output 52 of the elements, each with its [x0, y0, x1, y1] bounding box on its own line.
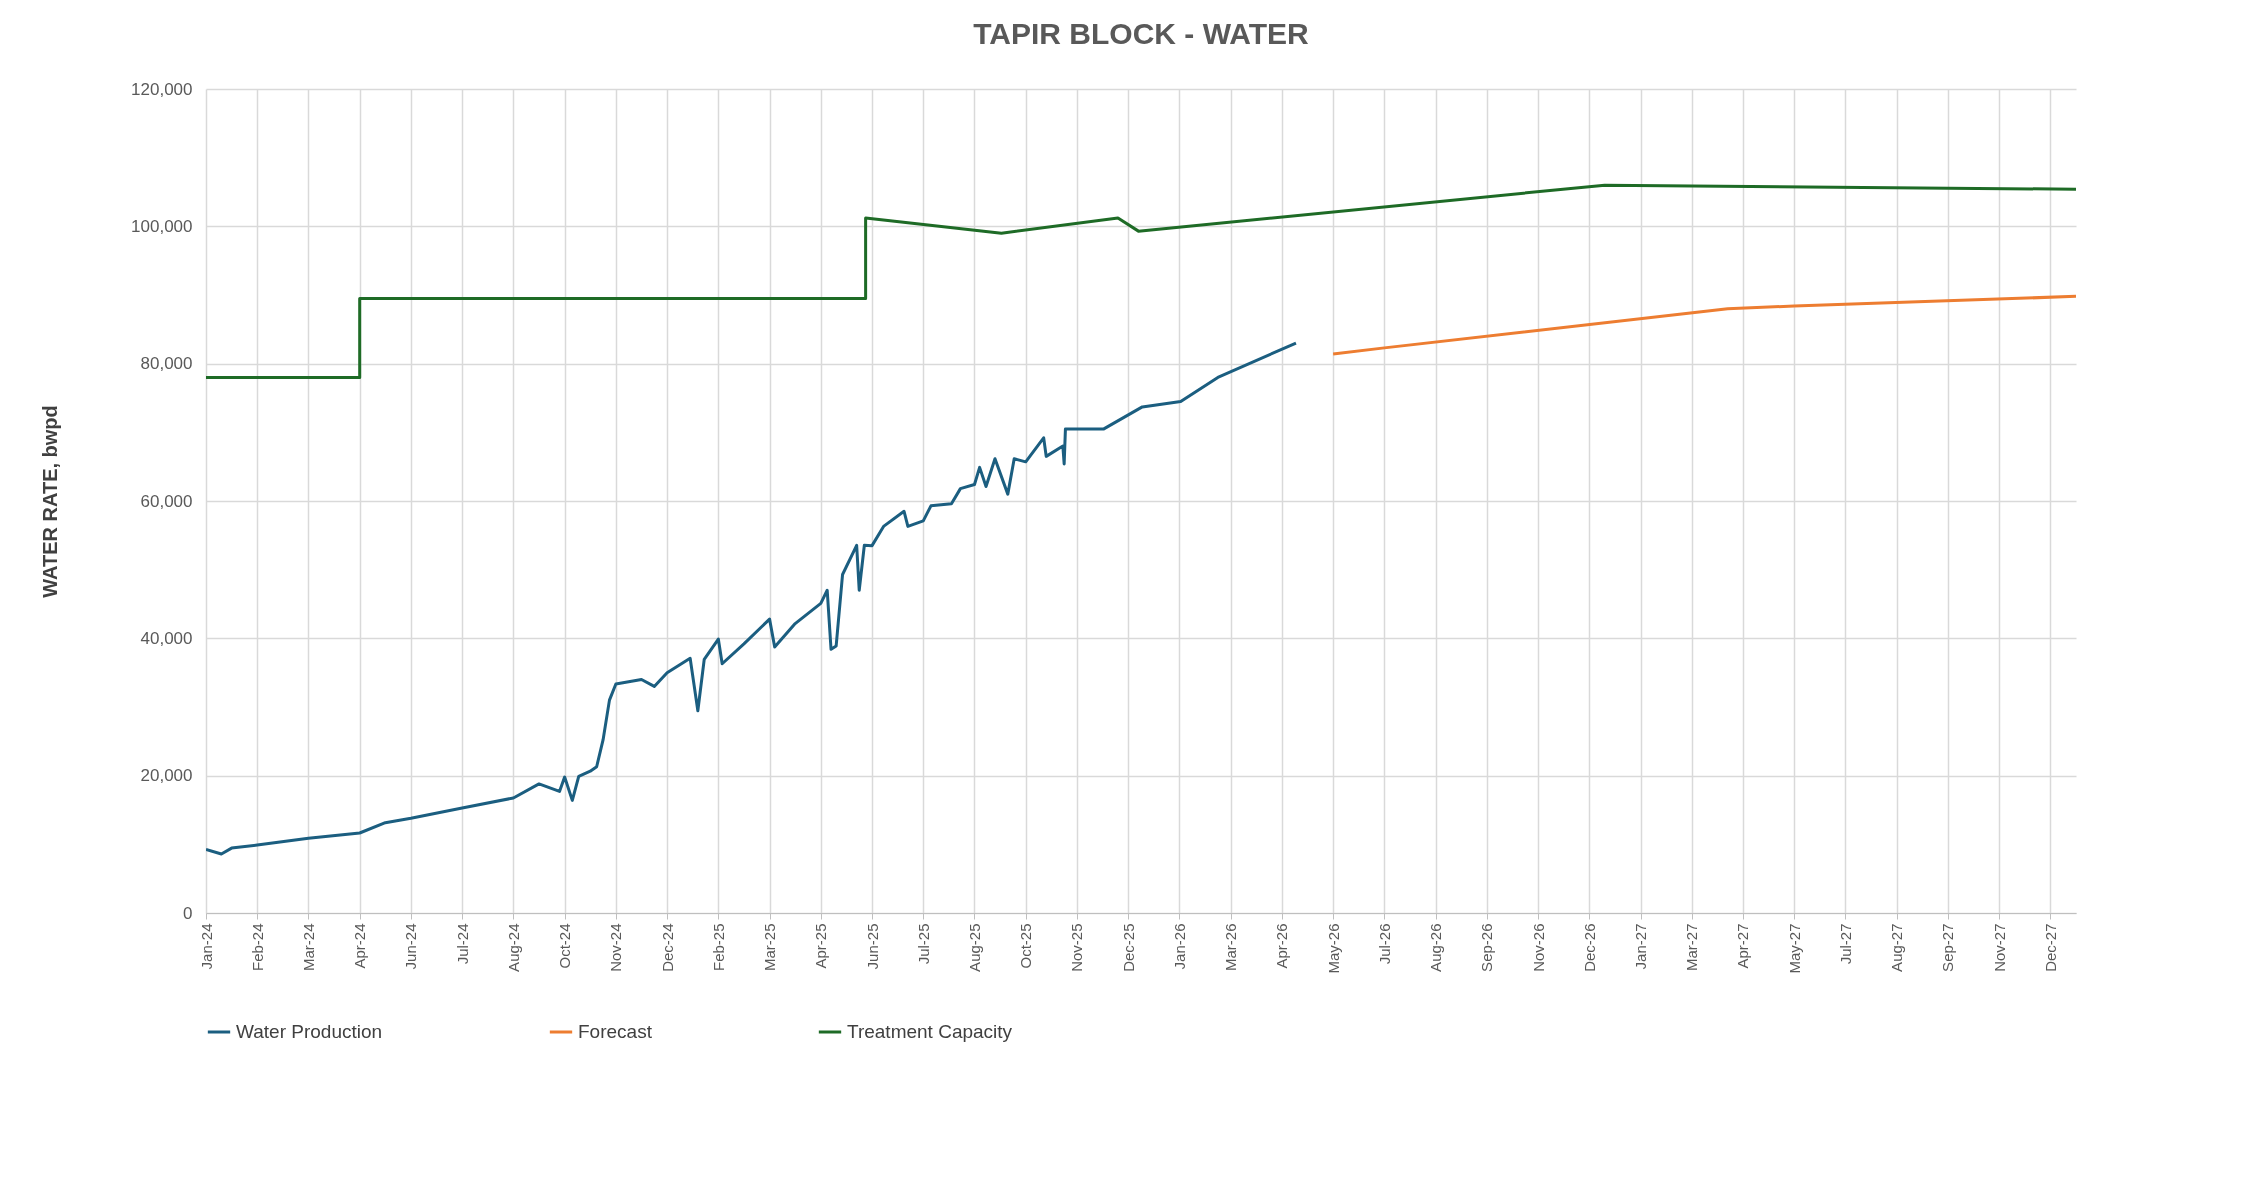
x-tick-label: Feb-25 — [709, 923, 727, 972]
y-tick-label: 100,000 — [131, 216, 193, 236]
x-tick-label: Mar-26 — [1222, 923, 1240, 972]
x-tick-label: Dec-27 — [2041, 923, 2059, 972]
y-tick-label: 20,000 — [140, 766, 193, 786]
x-tick-label: Dec-24 — [658, 923, 676, 972]
y-tick-label: 0 — [183, 903, 193, 923]
x-tick-label: Mar-24 — [299, 923, 317, 972]
legend-label: Water Production — [236, 1021, 383, 1042]
x-tick-label: Jun-25 — [863, 923, 881, 970]
line-series — [1331, 294, 2076, 356]
y-axis-title: WATER RATE, bwpd — [39, 405, 62, 598]
x-tick-label: Jan-24 — [197, 923, 215, 970]
y-tick-label: 40,000 — [140, 628, 193, 648]
x-tick-label: Aug-27 — [1888, 923, 1906, 972]
x-tick-label: May-27 — [1785, 923, 1803, 974]
chart-title: TAPIR BLOCK - WATER — [973, 17, 1310, 50]
x-tick-label: Jun-24 — [402, 923, 420, 970]
y-tick-label: 60,000 — [140, 491, 193, 511]
line-series — [206, 183, 2076, 379]
x-tick-label: Apr-25 — [812, 923, 830, 969]
x-tick-label: Mar-25 — [761, 923, 779, 972]
x-tick-label: Dec-26 — [1580, 923, 1598, 972]
x-tick-label: Sep-27 — [1939, 923, 1957, 972]
x-tick-label: Aug-26 — [1427, 923, 1445, 972]
x-tick-label: Jul-25 — [914, 923, 932, 965]
legend-label: Forecast — [578, 1021, 653, 1042]
y-tick-label: 120,000 — [131, 79, 193, 99]
x-tick-label: Nov-27 — [1990, 923, 2008, 972]
x-tick-label: Jul-27 — [1836, 923, 1854, 965]
x-tick-label: Nov-26 — [1529, 923, 1547, 972]
x-tick-label: Apr-24 — [351, 923, 369, 969]
x-tick-label: Oct-25 — [1017, 923, 1035, 969]
x-tick-label: Dec-25 — [1119, 923, 1137, 972]
x-tick-label: Jan-27 — [1632, 923, 1650, 970]
x-tick-label: Apr-26 — [1273, 923, 1291, 969]
x-tick-label: Apr-27 — [1734, 923, 1752, 969]
y-tick-label: 80,000 — [140, 354, 193, 374]
x-tick-label: Aug-24 — [504, 923, 522, 972]
x-tick-label: Nov-25 — [1068, 923, 1086, 972]
x-tick-label: Jul-24 — [453, 923, 471, 965]
x-tick-label: Aug-25 — [965, 923, 983, 972]
x-tick-label: May-26 — [1324, 923, 1342, 974]
legend-label: Treatment Capacity — [847, 1021, 1013, 1042]
x-tick-label: Jan-26 — [1170, 923, 1188, 970]
x-tick-label: Sep-26 — [1478, 923, 1496, 972]
line-series — [206, 341, 1298, 856]
x-tick-label: Mar-27 — [1683, 923, 1701, 972]
x-tick-label: Feb-24 — [248, 923, 266, 972]
x-tick-label: Nov-24 — [607, 923, 625, 972]
x-tick-label: Oct-24 — [556, 923, 574, 969]
x-tick-label: Jul-26 — [1375, 923, 1393, 965]
